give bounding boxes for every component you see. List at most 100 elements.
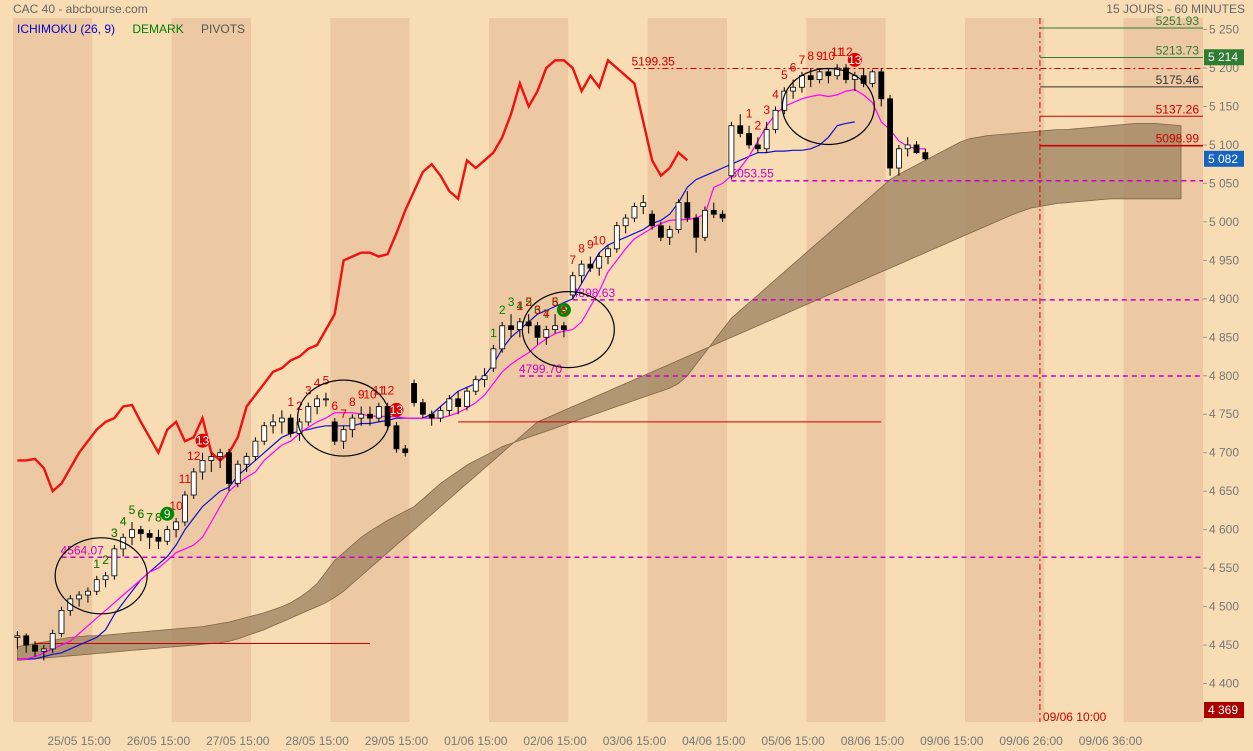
x-axis-tick-label: 05/06 15:00 bbox=[761, 734, 825, 748]
y-axis-tick-label: 4 500 bbox=[1209, 600, 1239, 614]
candle-body bbox=[270, 421, 276, 427]
candle-body bbox=[455, 398, 462, 407]
candle-body bbox=[561, 325, 567, 331]
demark-count: 7 bbox=[543, 307, 550, 321]
demark-count: 4 bbox=[120, 514, 127, 528]
x-axis-tick-label: 28/05 15:00 bbox=[285, 734, 349, 748]
demark-completion-badge bbox=[389, 402, 404, 417]
candle-body bbox=[587, 263, 594, 269]
demark-count: 13 bbox=[196, 434, 210, 448]
y-axis-tick-label: 4 950 bbox=[1209, 253, 1239, 267]
candle-body bbox=[137, 529, 144, 534]
candle-body bbox=[173, 521, 179, 531]
candle-body bbox=[657, 225, 664, 238]
demark-count: 10 bbox=[593, 234, 607, 248]
candle-body bbox=[622, 217, 629, 227]
price-tag-label: 5 214 bbox=[1208, 50, 1238, 64]
day-band bbox=[171, 18, 251, 722]
demark-count: 3 bbox=[305, 384, 312, 398]
demark-count: 1 bbox=[490, 326, 497, 340]
demark-count: 13 bbox=[848, 53, 862, 67]
demark-count: 12 bbox=[187, 449, 201, 463]
candle-body bbox=[428, 413, 435, 419]
y-axis-tick-label: 4 700 bbox=[1209, 446, 1239, 460]
candle-body bbox=[887, 98, 893, 169]
y-axis-tick-label: 5 150 bbox=[1209, 99, 1239, 113]
candle-body bbox=[843, 67, 849, 80]
legend-demark[interactable]: DEMARK bbox=[132, 22, 184, 36]
candle-body bbox=[605, 248, 611, 257]
setup-highlight-circle bbox=[521, 291, 615, 369]
candle-body bbox=[481, 375, 488, 381]
candle-body bbox=[552, 325, 559, 331]
y-axis-tick-label: 4 750 bbox=[1209, 407, 1239, 421]
x-axis-tick-label: 09/06 36:00 bbox=[1079, 734, 1143, 748]
demark-count: 3 bbox=[763, 103, 770, 117]
x-axis-tick-label: 26/05 15:00 bbox=[127, 734, 191, 748]
candle-body bbox=[464, 390, 470, 407]
candle-body bbox=[146, 533, 153, 538]
candle-body bbox=[799, 75, 805, 88]
chikou-span bbox=[17, 58, 689, 494]
candle-body bbox=[825, 71, 832, 77]
candle-body bbox=[904, 144, 911, 150]
candle-body bbox=[243, 456, 250, 465]
demark-completion-badge bbox=[195, 433, 210, 448]
resistance-line-label: 5175.46 bbox=[1156, 73, 1200, 87]
demark-count: 13 bbox=[390, 403, 404, 417]
candle-body bbox=[340, 429, 347, 442]
candle-body bbox=[649, 213, 655, 227]
candle-body bbox=[446, 398, 453, 411]
y-axis-tick-label: 5 250 bbox=[1209, 23, 1239, 37]
demark-count: 11 bbox=[179, 472, 192, 486]
candle-body bbox=[754, 144, 761, 150]
demark-count: 1 bbox=[93, 557, 100, 571]
x-axis-tick-label: 09/06 15:00 bbox=[920, 734, 984, 748]
demark-count: 1 bbox=[517, 299, 524, 313]
price-tag-label: 5 082 bbox=[1208, 152, 1238, 166]
cursor-price-box bbox=[1204, 702, 1244, 718]
demark-count: 8 bbox=[155, 511, 162, 525]
support-line-label: 5053.55 bbox=[730, 167, 774, 181]
resistance-line-label: 5251.93 bbox=[1156, 14, 1200, 28]
legend-pivots[interactable]: PIVOTS bbox=[201, 22, 246, 36]
price-tag-box bbox=[1204, 150, 1244, 167]
support-line-label: 4898.63 bbox=[572, 286, 616, 300]
candle-body bbox=[58, 610, 65, 634]
demark-count: 5 bbox=[323, 374, 330, 388]
demark-count: 6 bbox=[561, 303, 568, 317]
demark-count: 12 bbox=[381, 384, 395, 398]
y-axis-panel bbox=[1203, 0, 1253, 751]
x-axis-tick-label: 27/05 15:00 bbox=[206, 734, 270, 748]
demark-count: 3 bbox=[111, 526, 118, 540]
candle-body bbox=[190, 471, 197, 496]
x-axis-tick-label: 01/06 15:00 bbox=[444, 734, 508, 748]
resistance-line-label: 5137.26 bbox=[1156, 102, 1200, 116]
demark-count: 4 bbox=[314, 376, 321, 390]
setup-highlight-circle bbox=[781, 67, 875, 146]
demark-count: 8 bbox=[155, 511, 162, 525]
day-band bbox=[92, 18, 172, 722]
y-axis-tick-label: 4 400 bbox=[1209, 677, 1239, 691]
demark-count: 1 bbox=[287, 395, 294, 409]
candle-body bbox=[437, 409, 444, 419]
candle-body bbox=[746, 133, 752, 146]
demark-count: 2 bbox=[525, 295, 532, 309]
x-axis-tick-label: 03/06 15:00 bbox=[603, 734, 667, 748]
candle-body bbox=[111, 548, 118, 577]
demark-count: 10 bbox=[363, 388, 377, 402]
candle-body bbox=[790, 86, 797, 92]
demark-count: 4 bbox=[517, 299, 524, 313]
day-band bbox=[885, 18, 965, 722]
candle-body bbox=[278, 417, 285, 423]
x-axis-tick-label: 04/06 15:00 bbox=[682, 734, 746, 748]
candle-body bbox=[675, 202, 682, 230]
day-band bbox=[1044, 18, 1124, 722]
legend-ichimoku[interactable]: ICHIMOKU (26, 9) bbox=[17, 22, 116, 36]
candle-body bbox=[181, 494, 188, 523]
demark-count: 6 bbox=[790, 61, 797, 75]
candle-body bbox=[226, 452, 232, 484]
candle-body bbox=[631, 206, 638, 219]
